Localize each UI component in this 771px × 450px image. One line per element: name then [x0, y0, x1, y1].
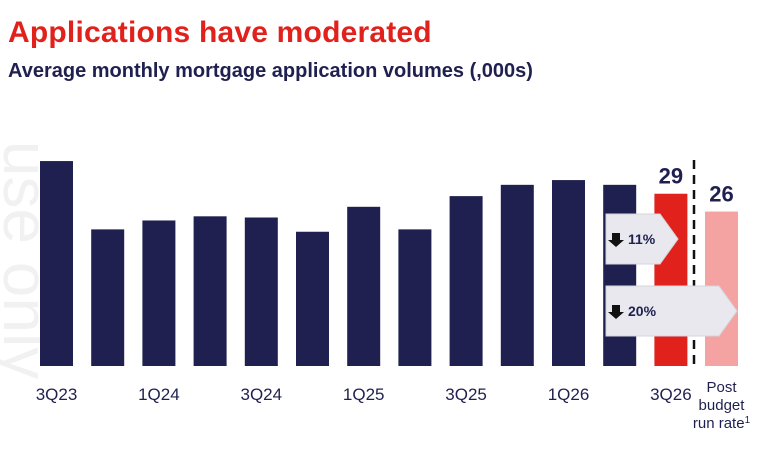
x-tick-1q26: 1Q26 [548, 385, 590, 404]
annotation-label-0: 11% [628, 231, 656, 247]
chart-subtitle: Average monthly mortgage application vol… [8, 60, 533, 82]
bar-4q24 [296, 231, 329, 366]
down-arrow-icon [608, 233, 624, 247]
down-arrow-icon [608, 305, 624, 319]
data-label-post-budget-run-rate: 26 [709, 182, 733, 207]
bar-3q25 [449, 196, 483, 366]
post-budget-label-line-2: run rate1 [693, 415, 751, 433]
post-budget-label-line-0: Post [706, 379, 737, 396]
data-label-3q26: 29 [659, 164, 683, 189]
labels-group: 29 26 3Q23 1Q24 3Q24 1Q25 3Q25 1Q26 3Q26 Postbudg… [36, 164, 751, 432]
bar-2q24 [193, 216, 227, 366]
annotation-arrow-0 [605, 213, 679, 265]
x-tick-3q26: 3Q26 [650, 385, 692, 404]
bar-2q26 [603, 184, 637, 366]
bar-2q25 [398, 229, 432, 366]
x-tick-1q25: 1Q25 [343, 385, 385, 404]
x-tick-1q24: 1Q24 [138, 385, 180, 404]
bar-3q23 [40, 161, 73, 366]
bar-4q23 [91, 229, 125, 366]
footnote-superscript: 1 [745, 415, 751, 426]
bar-1q25 [347, 206, 381, 366]
annotation-label-1: 20% [628, 303, 657, 319]
annotation-arrow-1 [605, 285, 738, 337]
bar-1q26 [552, 180, 585, 366]
bar-3q24 [244, 217, 278, 366]
page-title: Applications have moderated [8, 16, 432, 49]
x-tick-3q24: 3Q24 [241, 385, 283, 404]
x-tick-3q23: 3Q23 [36, 385, 78, 404]
post-budget-label-line-1: budget [699, 397, 746, 414]
x-tick-3q25: 3Q25 [445, 385, 487, 404]
bar-1q24 [142, 220, 176, 366]
bar-4q25 [500, 184, 534, 366]
annotations-group: 11% 20% [605, 213, 738, 337]
